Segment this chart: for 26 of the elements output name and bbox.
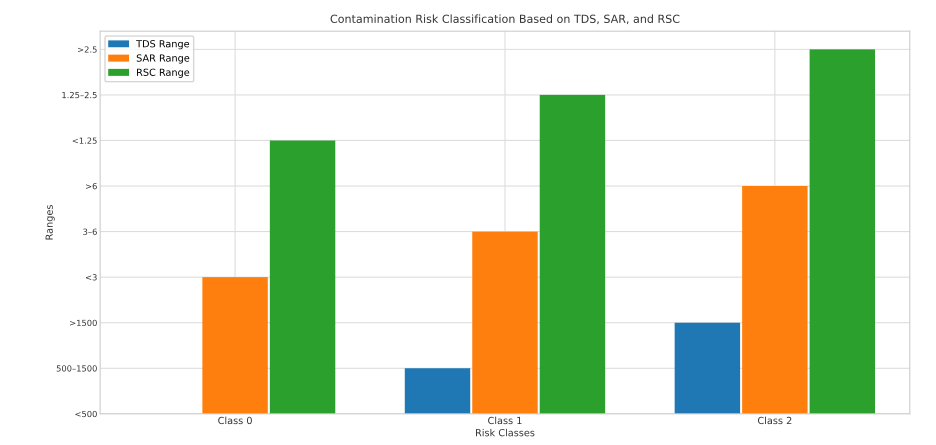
category-label: <500 xyxy=(75,410,97,418)
x-tick-label: Class 2 xyxy=(758,416,792,424)
category-label: >1500 xyxy=(70,320,97,326)
category-label: 500–1500 xyxy=(56,365,97,372)
x-tick-label: Class 1 xyxy=(488,416,522,424)
legend-label: RSC Range xyxy=(137,68,190,78)
bar xyxy=(270,140,336,414)
bar xyxy=(472,232,538,414)
legend-label: SAR Range xyxy=(136,54,190,64)
y-axis-title: Ranges xyxy=(46,205,55,240)
bar xyxy=(742,186,808,414)
category-label: <3 xyxy=(86,274,97,280)
bar xyxy=(674,322,740,414)
category-label: >2.5 xyxy=(78,46,97,53)
x-tick-label: Class 0 xyxy=(218,416,252,424)
category-label: <1.25 xyxy=(72,137,97,144)
chart-title: Contamination Risk Classification Based on TDS, SAR, and RSC xyxy=(330,14,680,24)
bar xyxy=(810,49,876,414)
legend-label: TDS Range xyxy=(136,40,190,50)
x-axis-title: Risk Classes xyxy=(476,428,534,436)
category-label: 3–6 xyxy=(83,228,97,235)
bar xyxy=(540,94,606,414)
category-label: >6 xyxy=(86,183,97,190)
bar xyxy=(202,277,268,414)
bar xyxy=(404,368,470,414)
category-label: 1.25–2.5 xyxy=(62,92,97,98)
